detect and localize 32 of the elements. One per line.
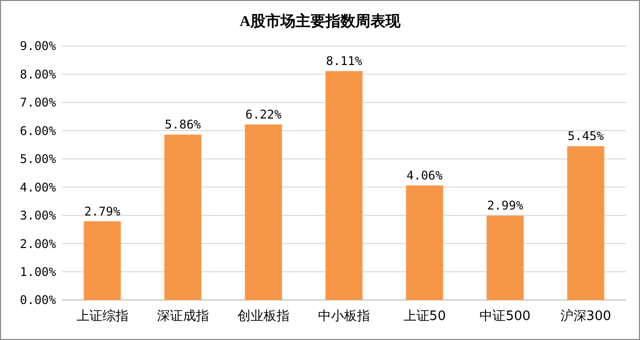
x-tick-label: 上证综指 <box>76 309 128 324</box>
bar <box>244 124 282 300</box>
y-tick-label: 9.00% <box>20 39 57 54</box>
bar <box>84 221 121 300</box>
x-tick-label: 中证500 <box>480 309 531 324</box>
bar <box>406 185 444 300</box>
bar <box>325 71 363 300</box>
x-tick-label: 创业板指 <box>237 309 290 324</box>
bar <box>164 134 202 300</box>
y-tick-label: 1.00% <box>20 264 57 279</box>
data-label: 5.45% <box>568 129 605 144</box>
y-tick-label: 6.00% <box>20 124 57 138</box>
data-label: 6.22% <box>245 107 282 122</box>
y-tick-label: 2.00% <box>20 236 57 251</box>
bar <box>567 146 604 300</box>
y-tick-label: 8.00% <box>20 67 57 82</box>
y-tick-label: 0.00% <box>20 293 57 308</box>
data-label: 8.11% <box>326 54 363 68</box>
y-tick-label: 5.00% <box>20 152 57 166</box>
bar <box>486 216 524 300</box>
data-label: 2.79% <box>84 204 122 218</box>
data-label: 5.86% <box>164 118 202 132</box>
y-tick-label: 7.00% <box>20 96 57 110</box>
x-tick-label: 上证50 <box>403 309 446 324</box>
data-label: 2.99% <box>487 198 524 213</box>
x-tick-label: 沪深300 <box>560 308 612 324</box>
y-tick-label: 4.00% <box>20 180 57 194</box>
chart-title: A股市场主要指数周表现 <box>240 12 402 30</box>
y-tick-label: 3.00% <box>20 208 57 223</box>
x-tick-label: 深证成指 <box>156 309 209 324</box>
data-label: 4.06% <box>406 168 444 182</box>
x-tick-label: 中小板指 <box>318 309 370 324</box>
